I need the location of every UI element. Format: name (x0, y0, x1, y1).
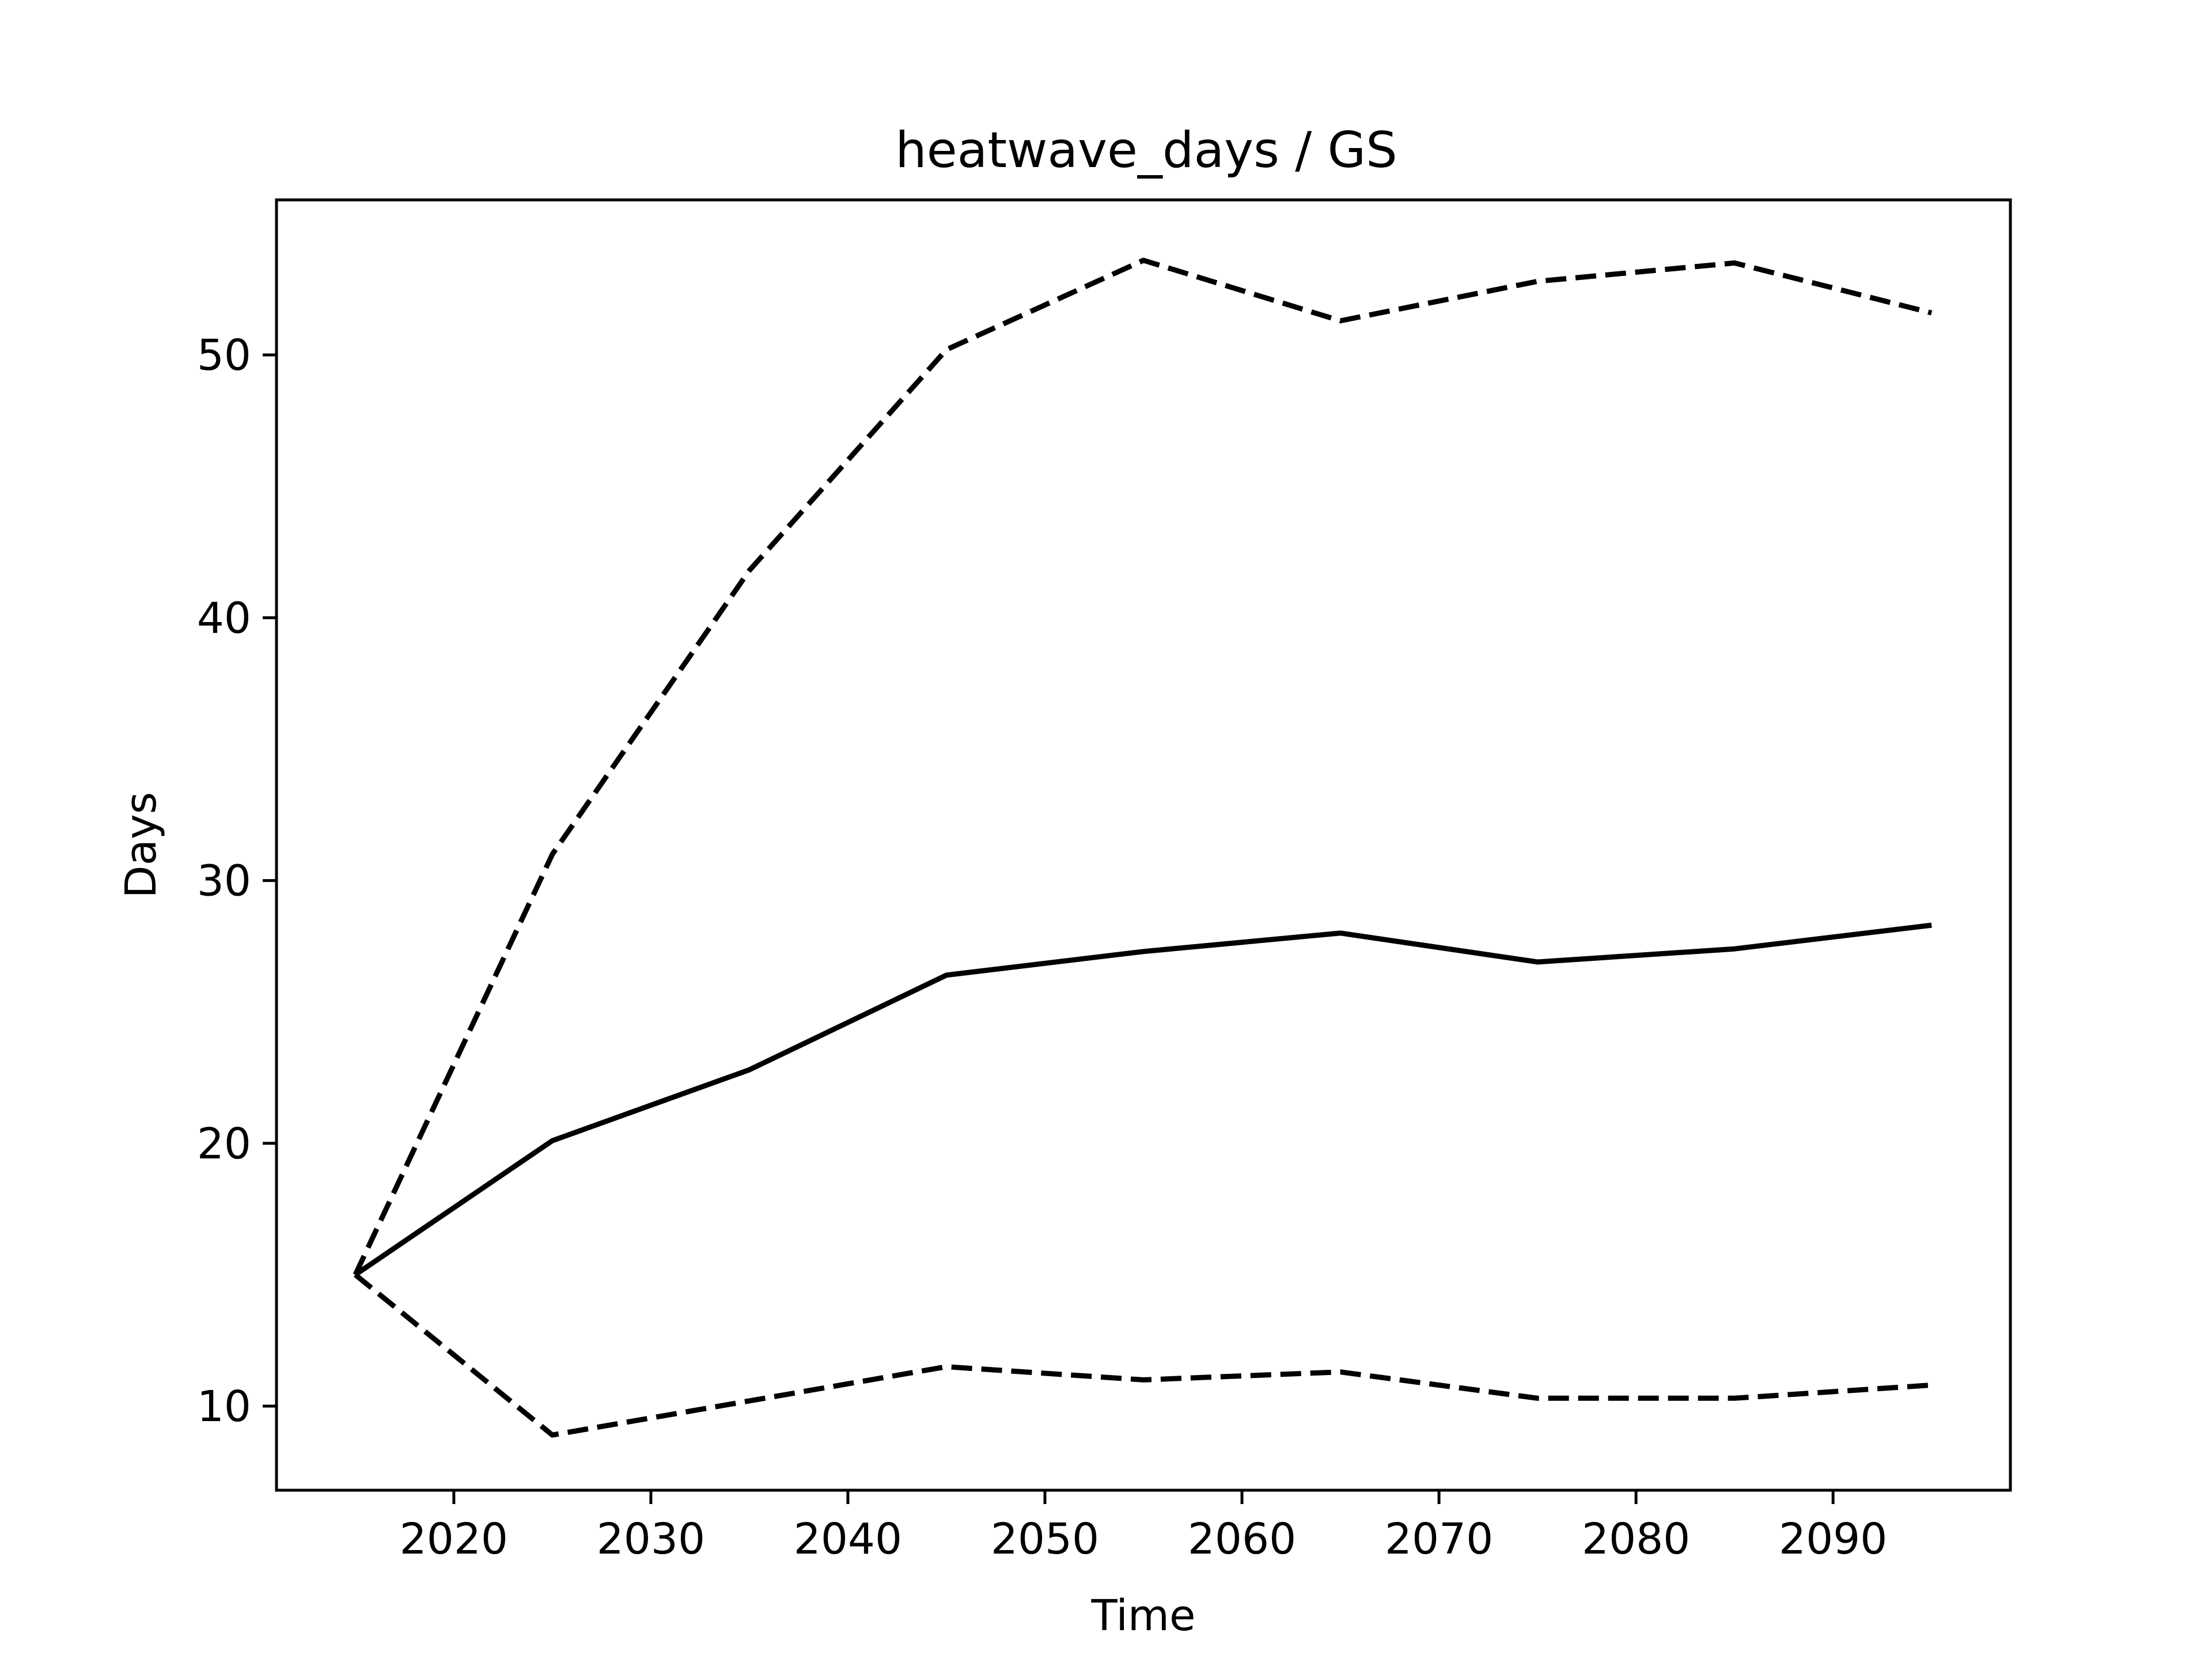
y-tick-label: 30 (197, 857, 251, 906)
series-line-2 (353, 1272, 1932, 1438)
series-line-1 (354, 922, 1932, 1277)
y-axis-label: Days (116, 792, 166, 899)
y-tick-label: 40 (197, 593, 251, 643)
x-tick-label: 2070 (1385, 1514, 1493, 1564)
y-tick-label: 20 (197, 1119, 251, 1169)
x-tick-label: 2050 (991, 1514, 1099, 1564)
y-axis: 10 20 30 40 50 (197, 331, 276, 1431)
series-layer (353, 257, 1933, 1438)
series-line-0 (353, 257, 1933, 1276)
x-axis-label: Time (1090, 1591, 1195, 1641)
x-tick-label: 2060 (1188, 1514, 1296, 1564)
x-tick-label: 2090 (1779, 1514, 1887, 1564)
x-tick-label: 2040 (794, 1514, 902, 1564)
x-tick-label: 2080 (1582, 1514, 1690, 1564)
x-axis: 2020 2030 2040 2050 2060 2070 2080 2090 (400, 1490, 1887, 1564)
plot-frame (275, 198, 2012, 1492)
y-tick-label: 50 (197, 331, 251, 380)
chart-title: heatwave_days / GS (895, 122, 1397, 179)
y-tick-label: 10 (197, 1382, 251, 1431)
x-tick-label: 2030 (597, 1514, 705, 1564)
x-tick-label: 2020 (400, 1514, 508, 1564)
